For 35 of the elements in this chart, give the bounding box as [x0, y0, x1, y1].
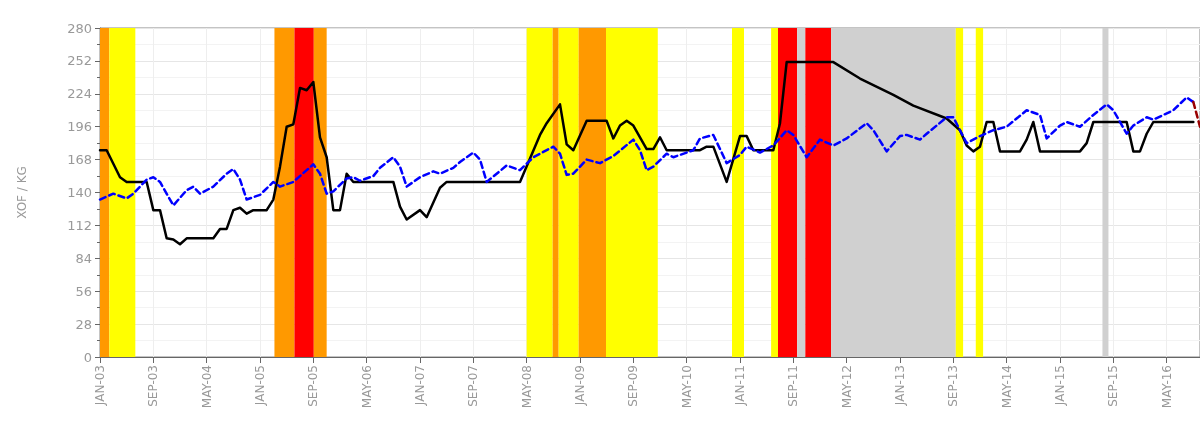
x-tick-label: SEP-03	[146, 365, 161, 407]
x-tick-label: SEP-07	[466, 365, 481, 407]
x-tick-label: MAY-08	[519, 365, 534, 409]
x-tick-label: JAN-15	[1053, 365, 1067, 407]
x-tick-label: MAY-10	[679, 365, 694, 409]
x-tick-label: SEP-09	[626, 365, 641, 407]
x-tick-label: SEP-13	[946, 365, 961, 407]
y-tick-label: 252	[67, 53, 92, 69]
y-axis-title: XOF / KG	[15, 166, 29, 219]
y-tick-label: 168	[67, 152, 92, 168]
x-tick-label: JAN-03	[93, 365, 107, 407]
x-tick-label: JAN-11	[733, 365, 747, 407]
y-tick-label: 0	[83, 349, 92, 365]
x-tick-label: MAY-04	[199, 365, 214, 409]
x-tick-label: JAN-13	[893, 365, 907, 407]
x-tick-label: JAN-05	[253, 365, 267, 407]
x-tick-label: SEP-11	[786, 365, 801, 407]
y-tick-label: 28	[75, 316, 92, 332]
x-tick-label: JAN-09	[573, 365, 587, 407]
x-tick-label: MAY-14	[999, 365, 1014, 409]
y-tick-label: 140	[67, 185, 92, 200]
line-series	[98, 60, 1195, 246]
x-tick-label: JAN-07	[413, 365, 427, 407]
x-tick-label: MAY-06	[359, 365, 374, 409]
line-series	[98, 96, 1195, 207]
x-tick-label: SEP-05	[306, 365, 321, 407]
x-tick-label: MAY-12	[839, 365, 854, 409]
x-tick-label: MAY-16	[1159, 365, 1174, 409]
y-tick-label: 196	[67, 119, 92, 135]
y-tick-label: 280	[67, 20, 92, 36]
y-tick-label: 84	[75, 250, 92, 266]
x-tick-label: SEP-15	[1106, 365, 1121, 407]
y-tick-label: 224	[67, 86, 92, 102]
y-tick-label: 112	[67, 217, 92, 233]
y-tick-label: 56	[75, 283, 92, 299]
